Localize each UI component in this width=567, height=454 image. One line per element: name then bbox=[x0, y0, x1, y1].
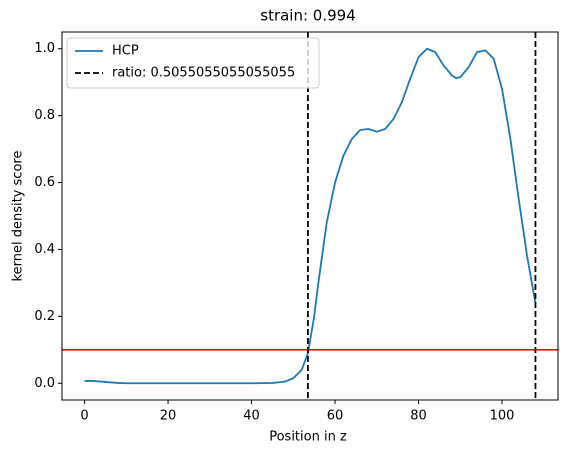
y-tick-label: 0.2 bbox=[34, 309, 55, 324]
x-tick-label: 60 bbox=[327, 409, 344, 424]
plot-frame bbox=[61, 31, 559, 401]
x-tick-label: 0 bbox=[80, 409, 88, 424]
x-axis-label: Position in z bbox=[269, 430, 347, 445]
y-tick-label: 0.4 bbox=[34, 242, 55, 257]
data-line bbox=[84, 47, 537, 385]
x-tick-label: 100 bbox=[490, 409, 515, 424]
y-tick-label: 0.0 bbox=[34, 376, 55, 391]
legend-label: ratio: 0.5055055055055055 bbox=[112, 66, 295, 81]
y-tick-label: 0.8 bbox=[34, 108, 55, 123]
legend-label: HCP bbox=[112, 44, 139, 59]
x-tick-label: 80 bbox=[410, 409, 427, 424]
legend-box bbox=[66, 37, 320, 89]
x-tick-label: 20 bbox=[160, 409, 177, 424]
chart-title: strain: 0.994 bbox=[260, 7, 356, 25]
y-axis-label: kernel density score bbox=[11, 151, 26, 282]
y-tick-label: 1.0 bbox=[34, 41, 55, 56]
x-tick-label: 40 bbox=[243, 409, 260, 424]
y-tick-label: 0.6 bbox=[34, 175, 55, 190]
